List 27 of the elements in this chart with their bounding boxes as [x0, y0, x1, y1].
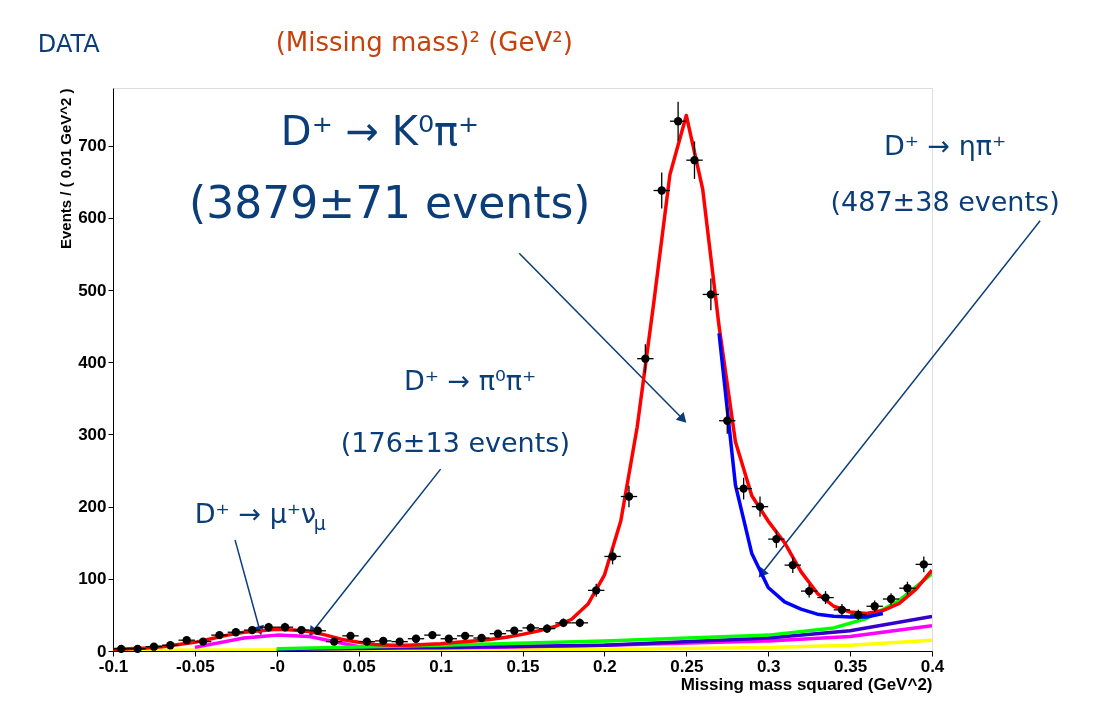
x-tick-label: -0 — [269, 656, 285, 676]
annotation: (3879±71 events) — [189, 176, 591, 228]
x-axis-title: Missing mass squared (GeV^2) — [680, 674, 933, 694]
x-tick-label: 0.05 — [342, 656, 376, 676]
y-tick-label: 200 — [78, 497, 107, 517]
x-tick-label: 0.25 — [670, 656, 704, 676]
y-tick-label: 100 — [78, 569, 107, 589]
x-tick-label: 0.15 — [506, 656, 540, 676]
chart-title: (Missing mass)² (GeV²) — [275, 26, 573, 57]
annotation: (176±13 events) — [340, 426, 570, 458]
text: DATA — [37, 29, 101, 58]
y-tick-label: 300 — [78, 424, 107, 444]
x-tick-label: 0.3 — [756, 656, 781, 676]
y-tick-label: 600 — [78, 208, 107, 228]
annotation: D⁺ → K⁰π⁺ — [280, 108, 480, 155]
x-tick-label: 0.2 — [593, 656, 617, 676]
y-tick-label: 400 — [78, 352, 107, 372]
annotation: D⁺ → π⁰π⁺ — [403, 365, 537, 397]
x-tick-label: 0.1 — [429, 656, 453, 676]
y-tick-label: 500 — [78, 280, 107, 300]
annotation: (487±38 events) — [830, 186, 1060, 218]
y-axis-title: Events / ( 0.01 GeV^2 ) — [57, 88, 75, 249]
y-tick-label: 700 — [78, 136, 107, 156]
x-tick-label: 0.35 — [834, 656, 868, 676]
annotation: D⁺ → ηπ⁺ — [883, 130, 1007, 162]
x-tick-label: -0.05 — [176, 656, 215, 676]
x-tick-label: 0.4 — [920, 656, 945, 676]
